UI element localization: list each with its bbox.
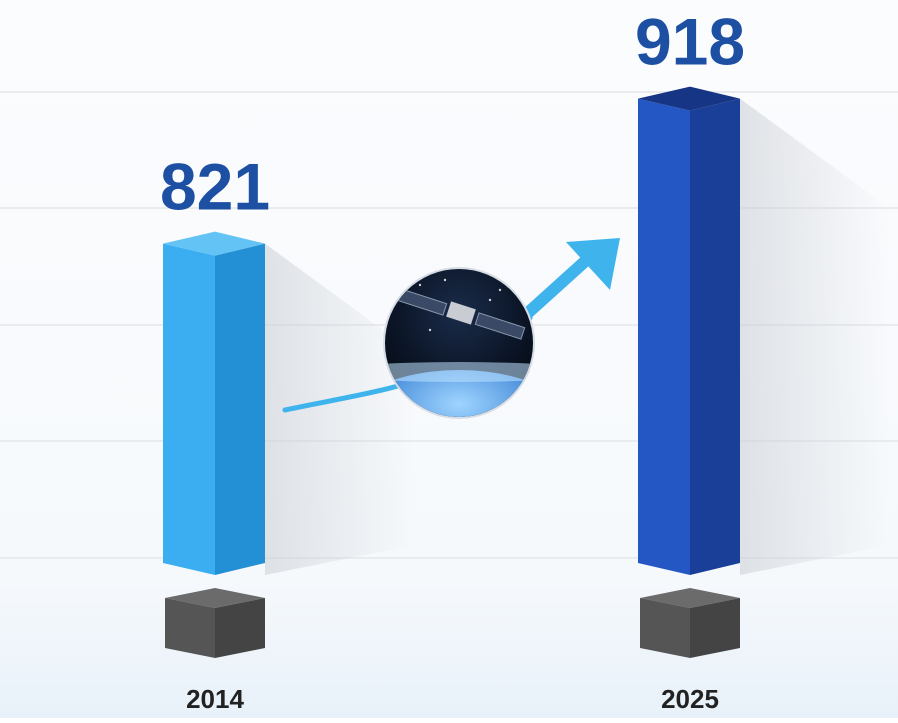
bar-shadows — [265, 98, 890, 576]
bars — [163, 86, 740, 576]
arrow-up-right-icon — [566, 238, 620, 290]
star — [443, 278, 447, 282]
bar-shadow — [265, 243, 415, 576]
star — [418, 283, 422, 287]
bar-2025-face-left — [638, 98, 690, 575]
star — [428, 328, 432, 332]
bar-shadow — [740, 98, 890, 575]
pedestal-right — [690, 598, 740, 658]
bar-2014-face-left — [163, 243, 215, 576]
earth-glow — [385, 362, 533, 382]
pedestals — [165, 588, 740, 658]
star — [488, 298, 492, 302]
bar-2014-face-right — [215, 243, 265, 576]
bar-2014-top — [163, 231, 265, 256]
satellite-panel-right — [474, 312, 526, 340]
pedestal-left — [165, 598, 215, 658]
star — [498, 288, 502, 292]
labels: 821 2014 918 2025 — [160, 5, 745, 714]
category-label-2025: 2025 — [661, 684, 719, 714]
bar-2025-top — [638, 86, 740, 111]
value-label-2014: 821 — [160, 150, 270, 224]
pedestal-left — [640, 598, 690, 658]
pedestal-right — [215, 598, 265, 658]
value-label-2025: 918 — [635, 5, 745, 79]
trend-arrow-shaft — [514, 249, 598, 326]
bar-2025-face-right — [690, 98, 740, 575]
satellite-body — [446, 301, 476, 325]
category-label-2014: 2014 — [186, 684, 244, 714]
